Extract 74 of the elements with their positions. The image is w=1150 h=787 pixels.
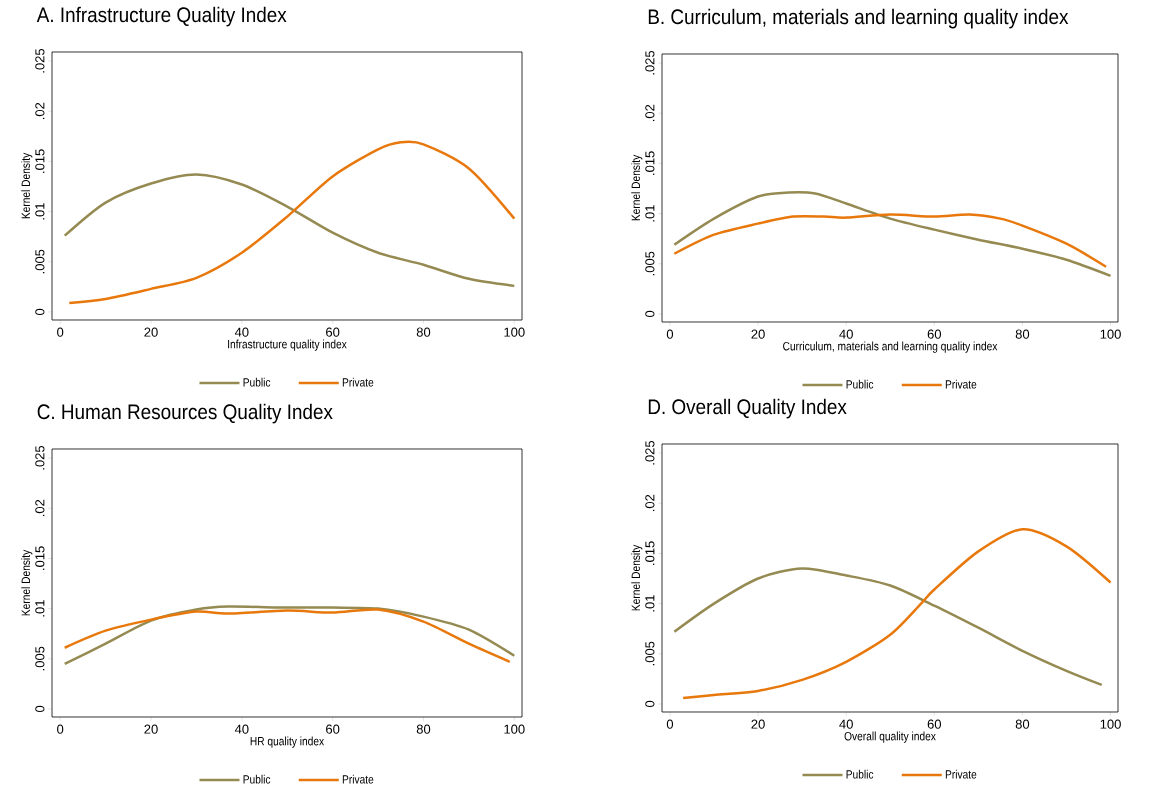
y-tick-label: .025: [35, 445, 45, 470]
line-series: [673, 567, 1103, 687]
x-tick-label: 40: [839, 329, 853, 339]
legend-label: Private: [342, 774, 374, 784]
legend-label: Public: [243, 774, 271, 784]
x-axis-title: Overall quality index: [844, 731, 936, 743]
x-tick-label: 100: [1100, 719, 1121, 729]
y-tick-label: .005: [645, 251, 655, 276]
chart-title: B. Curriculum, materials and learning quality index: [648, 8, 1069, 29]
legend-label: Private: [945, 379, 977, 389]
y-tick-label: .02: [35, 102, 45, 120]
x-tick-label: 100: [504, 327, 525, 337]
y-tick-label: .005: [35, 646, 45, 671]
line-series: [673, 213, 1108, 269]
y-axis-title: Kernel Density: [21, 549, 33, 616]
y-tick-label: .02: [645, 104, 655, 122]
y-tick-label: .015: [645, 151, 655, 175]
x-tick-label: 60: [927, 329, 942, 339]
x-tick-label: 40: [234, 724, 249, 734]
line-series: [673, 191, 1112, 278]
legend-label: Public: [846, 769, 874, 779]
x-axis-title: HR quality index: [250, 736, 324, 748]
x-axis-title: Curriculum, materials and learning quality index: [783, 341, 998, 353]
x-tick-label: 80: [416, 327, 431, 337]
y-tick-label: .01: [35, 203, 45, 220]
y-tick-label: 0: [35, 705, 45, 713]
chart-title: A. Infrastructure Quality Index: [36, 6, 287, 27]
y-tick-label: 0: [645, 700, 655, 708]
legend-label: Public: [243, 377, 271, 387]
y-axis-title: Kernel Density: [631, 544, 643, 611]
x-tick-label: 20: [144, 724, 158, 734]
x-tick-label: 60: [326, 327, 340, 337]
y-tick-label: .015: [645, 541, 655, 565]
y-tick-label: .025: [645, 50, 655, 75]
x-tick-label: 100: [504, 724, 525, 734]
y-tick-label: .02: [35, 499, 45, 517]
y-tick-label: .02: [645, 494, 655, 512]
x-tick-label: 40: [234, 327, 249, 337]
y-tick-label: .015: [35, 149, 45, 173]
line-series: [681, 528, 1112, 700]
chart-title: C. Human Resources Quality Index: [37, 403, 333, 424]
x-tick-label: 80: [1015, 329, 1030, 339]
x-tick-label: 60: [927, 719, 942, 729]
x-tick-label: 80: [1015, 719, 1030, 729]
x-tick-label: 0: [666, 329, 674, 339]
legend-label: Private: [342, 377, 374, 387]
y-tick-label: .01: [645, 205, 655, 222]
y-tick-label: .025: [35, 48, 45, 73]
y-axis-title: Kernel Density: [21, 152, 33, 219]
y-axis-title: Kernel Density: [631, 154, 643, 221]
x-tick-label: 80: [416, 724, 431, 734]
line-series: [68, 140, 516, 305]
x-tick-label: 20: [144, 327, 158, 337]
y-tick-label: .01: [645, 595, 655, 612]
x-tick-label: 0: [57, 327, 64, 337]
x-tick-label: 100: [1100, 329, 1121, 339]
x-tick-label: 40: [839, 719, 853, 729]
x-axis-title: Infrastructure quality index: [228, 339, 347, 351]
y-tick-label: .005: [645, 641, 655, 666]
y-tick-label: .005: [35, 249, 45, 274]
y-tick-label: 0: [35, 308, 45, 316]
chart-title: D. Overall Quality Index: [648, 398, 847, 419]
x-tick-label: 0: [57, 724, 64, 734]
legend-label: Private: [945, 769, 977, 779]
x-tick-label: 0: [666, 719, 674, 729]
x-tick-label: 20: [751, 329, 765, 339]
y-tick-label: .025: [645, 440, 655, 465]
x-tick-label: 20: [751, 719, 765, 729]
x-tick-label: 60: [326, 724, 340, 734]
y-tick-label: 0: [645, 310, 655, 318]
y-tick-label: .015: [35, 546, 45, 570]
line-series: [63, 173, 516, 288]
y-tick-label: .01: [35, 600, 45, 617]
legend-label: Public: [846, 379, 874, 389]
